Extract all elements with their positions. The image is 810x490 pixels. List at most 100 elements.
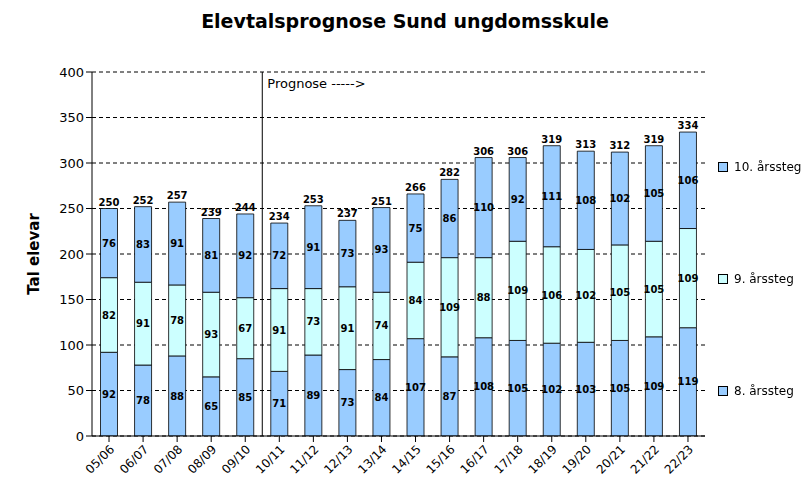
svg-text:319: 319	[643, 134, 664, 145]
svg-text:20/21: 20/21	[594, 442, 628, 476]
svg-text:103: 103	[575, 384, 596, 395]
svg-text:72: 72	[272, 250, 286, 261]
svg-text:251: 251	[371, 196, 392, 207]
svg-text:109: 109	[439, 302, 460, 313]
svg-text:92: 92	[238, 250, 252, 261]
svg-text:100: 100	[59, 338, 84, 353]
svg-text:119: 119	[678, 376, 699, 387]
svg-text:87: 87	[443, 391, 457, 402]
svg-text:109: 109	[507, 285, 528, 296]
svg-text:106: 106	[541, 290, 562, 301]
svg-text:109: 109	[678, 273, 699, 284]
svg-text:09/10: 09/10	[219, 442, 253, 476]
svg-text:306: 306	[507, 146, 528, 157]
svg-text:252: 252	[133, 195, 154, 206]
svg-text:105: 105	[609, 287, 630, 298]
svg-text:78: 78	[136, 395, 150, 406]
svg-text:65: 65	[204, 401, 218, 412]
svg-text:350: 350	[59, 110, 84, 125]
svg-text:75: 75	[409, 223, 423, 234]
svg-text:73: 73	[340, 397, 354, 408]
svg-text:102: 102	[575, 290, 596, 301]
svg-text:105: 105	[643, 188, 664, 199]
svg-text:106: 106	[678, 175, 699, 186]
svg-text:102: 102	[609, 193, 630, 204]
svg-text:13/14: 13/14	[355, 442, 389, 476]
svg-text:84: 84	[409, 295, 423, 306]
svg-text:92: 92	[102, 389, 116, 400]
svg-text:78: 78	[170, 315, 184, 326]
svg-text:239: 239	[201, 207, 222, 218]
svg-text:14/15: 14/15	[389, 442, 423, 476]
svg-text:50: 50	[67, 383, 84, 398]
svg-text:282: 282	[439, 167, 460, 178]
svg-text:06/07: 06/07	[117, 442, 151, 476]
svg-text:88: 88	[170, 391, 184, 402]
svg-text:108: 108	[575, 195, 596, 206]
svg-text:05/06: 05/06	[83, 442, 117, 476]
svg-text:306: 306	[473, 146, 494, 157]
svg-text:200: 200	[59, 247, 84, 262]
svg-text:312: 312	[609, 140, 630, 151]
svg-text:18/19: 18/19	[526, 442, 560, 476]
svg-text:244: 244	[235, 202, 256, 213]
svg-text:266: 266	[405, 182, 426, 193]
svg-text:08/09: 08/09	[185, 442, 219, 476]
svg-text:93: 93	[204, 329, 218, 340]
svg-text:108: 108	[473, 381, 494, 392]
svg-text:234: 234	[269, 211, 290, 222]
svg-text:91: 91	[136, 318, 150, 329]
svg-text:15/16: 15/16	[423, 442, 457, 476]
svg-text:73: 73	[340, 248, 354, 259]
svg-text:89: 89	[306, 390, 320, 401]
svg-text:334: 334	[678, 120, 699, 131]
svg-text:76: 76	[102, 238, 116, 249]
svg-text:257: 257	[167, 190, 188, 201]
svg-text:71: 71	[272, 398, 286, 409]
svg-text:07/08: 07/08	[151, 442, 185, 476]
svg-text:91: 91	[306, 242, 320, 253]
svg-text:250: 250	[99, 197, 120, 208]
svg-text:300: 300	[59, 156, 84, 171]
svg-text:92: 92	[511, 194, 525, 205]
svg-text:237: 237	[337, 208, 358, 219]
svg-text:88: 88	[477, 292, 491, 303]
svg-text:91: 91	[340, 323, 354, 334]
svg-text:250: 250	[59, 201, 84, 216]
svg-text:111: 111	[541, 191, 562, 202]
svg-text:19/20: 19/20	[560, 442, 594, 476]
svg-text:91: 91	[272, 325, 286, 336]
svg-text:110: 110	[473, 202, 494, 213]
svg-text:10/11: 10/11	[253, 442, 287, 476]
svg-text:67: 67	[238, 323, 252, 334]
svg-text:105: 105	[507, 383, 528, 394]
svg-text:82: 82	[102, 310, 116, 321]
svg-text:Prognose ----->: Prognose ----->	[267, 76, 365, 91]
svg-text:Tal elevar: Tal elevar	[25, 213, 43, 295]
svg-text:85: 85	[238, 392, 252, 403]
svg-text:73: 73	[306, 316, 320, 327]
svg-text:74: 74	[374, 320, 388, 331]
svg-text:150: 150	[59, 292, 84, 307]
svg-text:93: 93	[374, 244, 388, 255]
svg-text:313: 313	[575, 139, 596, 150]
svg-text:107: 107	[405, 382, 426, 393]
svg-text:83: 83	[136, 239, 150, 250]
svg-text:102: 102	[541, 384, 562, 395]
svg-text:84: 84	[374, 392, 388, 403]
svg-text:105: 105	[609, 383, 630, 394]
svg-text:12/13: 12/13	[321, 442, 355, 476]
svg-text:0: 0	[76, 429, 84, 444]
svg-text:253: 253	[303, 194, 324, 205]
svg-text:16/17: 16/17	[457, 442, 491, 476]
svg-text:81: 81	[204, 250, 218, 261]
svg-text:21/22: 21/22	[628, 442, 662, 476]
svg-text:86: 86	[443, 213, 457, 224]
svg-text:400: 400	[59, 65, 84, 80]
svg-text:22/23: 22/23	[662, 442, 696, 476]
svg-text:109: 109	[643, 381, 664, 392]
svg-text:11/12: 11/12	[287, 442, 321, 476]
svg-text:319: 319	[541, 134, 562, 145]
svg-text:91: 91	[170, 238, 184, 249]
svg-text:105: 105	[643, 284, 664, 295]
